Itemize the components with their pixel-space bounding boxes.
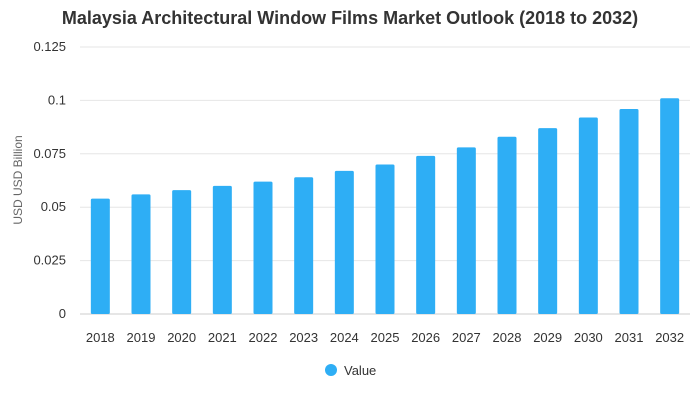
y-axis-title: USD USD Billion bbox=[11, 135, 25, 224]
bar-2025[interactable] bbox=[375, 164, 395, 314]
x-tick-label: 2030 bbox=[574, 330, 603, 345]
bar-2027[interactable] bbox=[456, 147, 476, 314]
x-tick-label: 2026 bbox=[411, 330, 440, 345]
legend-swatch-value bbox=[325, 364, 337, 376]
bar-2023[interactable] bbox=[294, 177, 314, 314]
y-tick-label: 0.075 bbox=[33, 146, 66, 161]
y-axis-ticks: 0 0.025 0.05 0.075 0.1 0.125 bbox=[33, 39, 66, 321]
x-tick-label: 2020 bbox=[167, 330, 196, 345]
y-tick-label: 0.1 bbox=[48, 92, 66, 107]
chart-title: Malaysia Architectural Window Films Mark… bbox=[61, 8, 639, 28]
x-tick-label: 2024 bbox=[330, 330, 359, 345]
x-tick-label: 2022 bbox=[249, 330, 278, 345]
x-tick-label: 2032 bbox=[655, 330, 684, 345]
legend[interactable]: Value bbox=[325, 363, 376, 378]
bar-2024[interactable] bbox=[334, 170, 354, 314]
bar-2030[interactable] bbox=[578, 117, 598, 314]
bar-2020[interactable] bbox=[172, 190, 192, 314]
x-tick-label: 2021 bbox=[208, 330, 237, 345]
bar-2018[interactable] bbox=[90, 198, 110, 314]
x-tick-label: 2029 bbox=[533, 330, 562, 345]
bar-2032[interactable] bbox=[660, 98, 680, 314]
y-tick-label: 0 bbox=[59, 306, 66, 321]
x-tick-label: 2023 bbox=[289, 330, 318, 345]
x-tick-label: 2028 bbox=[493, 330, 522, 345]
x-tick-label: 2027 bbox=[452, 330, 481, 345]
y-tick-label: 0.025 bbox=[33, 253, 66, 268]
x-axis-ticks: 2018 2019 2020 2021 2022 2023 2024 2025 2026 2027… bbox=[86, 330, 684, 345]
x-tick-label: 2019 bbox=[127, 330, 156, 345]
bar-2021[interactable] bbox=[212, 185, 232, 314]
bar-2028[interactable] bbox=[497, 136, 517, 314]
y-tick-label: 0.05 bbox=[41, 199, 66, 214]
x-tick-label: 2025 bbox=[371, 330, 400, 345]
x-tick-label: 2018 bbox=[86, 330, 115, 345]
legend-label-value: Value bbox=[344, 363, 376, 378]
bar-2031[interactable] bbox=[619, 108, 639, 314]
y-tick-label: 0.125 bbox=[33, 39, 66, 54]
bar-2029[interactable] bbox=[538, 128, 558, 314]
bar-2019[interactable] bbox=[131, 194, 151, 314]
bar-2026[interactable] bbox=[416, 155, 436, 314]
bar-2022[interactable] bbox=[253, 181, 273, 314]
x-tick-label: 2031 bbox=[615, 330, 644, 345]
bars bbox=[90, 98, 680, 314]
